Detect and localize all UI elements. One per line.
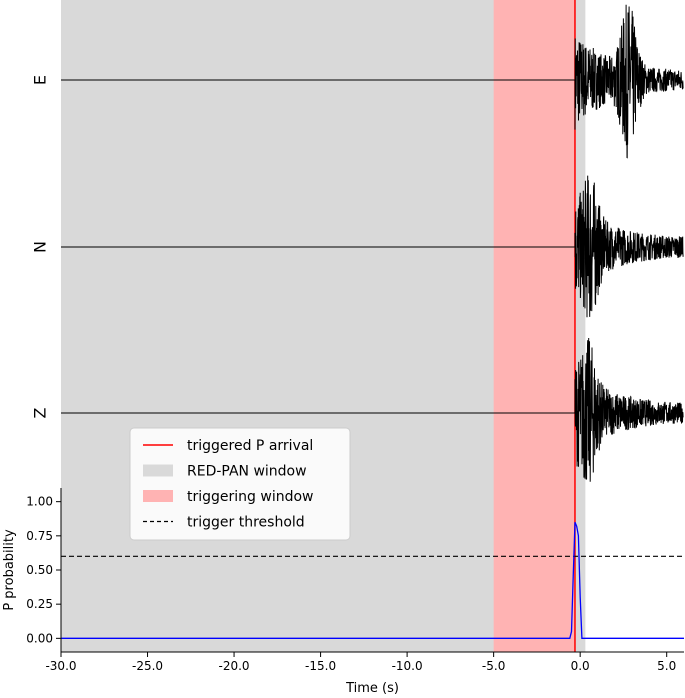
y-axis-label: P probability — [2, 529, 17, 611]
trace-label-n: N — [31, 241, 50, 253]
trace-label-e: E — [31, 75, 50, 85]
trace-labels: E N Z — [31, 75, 50, 419]
x-axis-label: Time (s) — [345, 681, 399, 696]
x-tick-label: -10.0 — [392, 659, 423, 673]
y-tick-label: 1.00 — [26, 495, 53, 509]
legend-label: triggering window — [187, 489, 314, 505]
legend-handle-patch — [143, 490, 173, 502]
probability-curve — [61, 521, 684, 639]
x-tick-label: 5.0 — [657, 659, 676, 673]
window-shading — [61, 0, 586, 652]
x-tick-label: -15.0 — [305, 659, 336, 673]
x-tick-label: -20.0 — [219, 659, 250, 673]
y-tick-label: 0.25 — [26, 597, 53, 611]
waveform-traces — [61, 4, 684, 482]
x-tick-label: -30.0 — [45, 659, 76, 673]
trace-n — [61, 175, 684, 318]
x-tick-label: -25.0 — [132, 659, 163, 673]
y-tick-label: 0.50 — [26, 563, 53, 577]
legend-label: triggered P arrival — [187, 438, 313, 454]
legend-label: RED-PAN window — [187, 464, 307, 480]
axes: -30.0 -25.0 -20.0 -15.0 -10.0 -5.0 0.0 5.0 Time … — [2, 488, 684, 696]
trace-label-z: Z — [31, 407, 50, 418]
triggering-window-rect — [493, 0, 575, 652]
probability-panel — [61, 521, 684, 639]
x-tick-label: 0.0 — [571, 659, 590, 673]
legend-label: trigger threshold — [187, 515, 305, 531]
y-tick-label: 0.00 — [26, 631, 53, 645]
legend-handle-patch — [143, 464, 173, 477]
legend: triggered P arrival RED-PAN window trigger… — [129, 427, 351, 541]
trace-e — [61, 4, 684, 159]
legend-box — [129, 427, 351, 541]
y-tick-label: 0.75 — [26, 529, 53, 543]
trace-z — [61, 337, 684, 482]
x-tick-label: -5.0 — [482, 659, 505, 673]
